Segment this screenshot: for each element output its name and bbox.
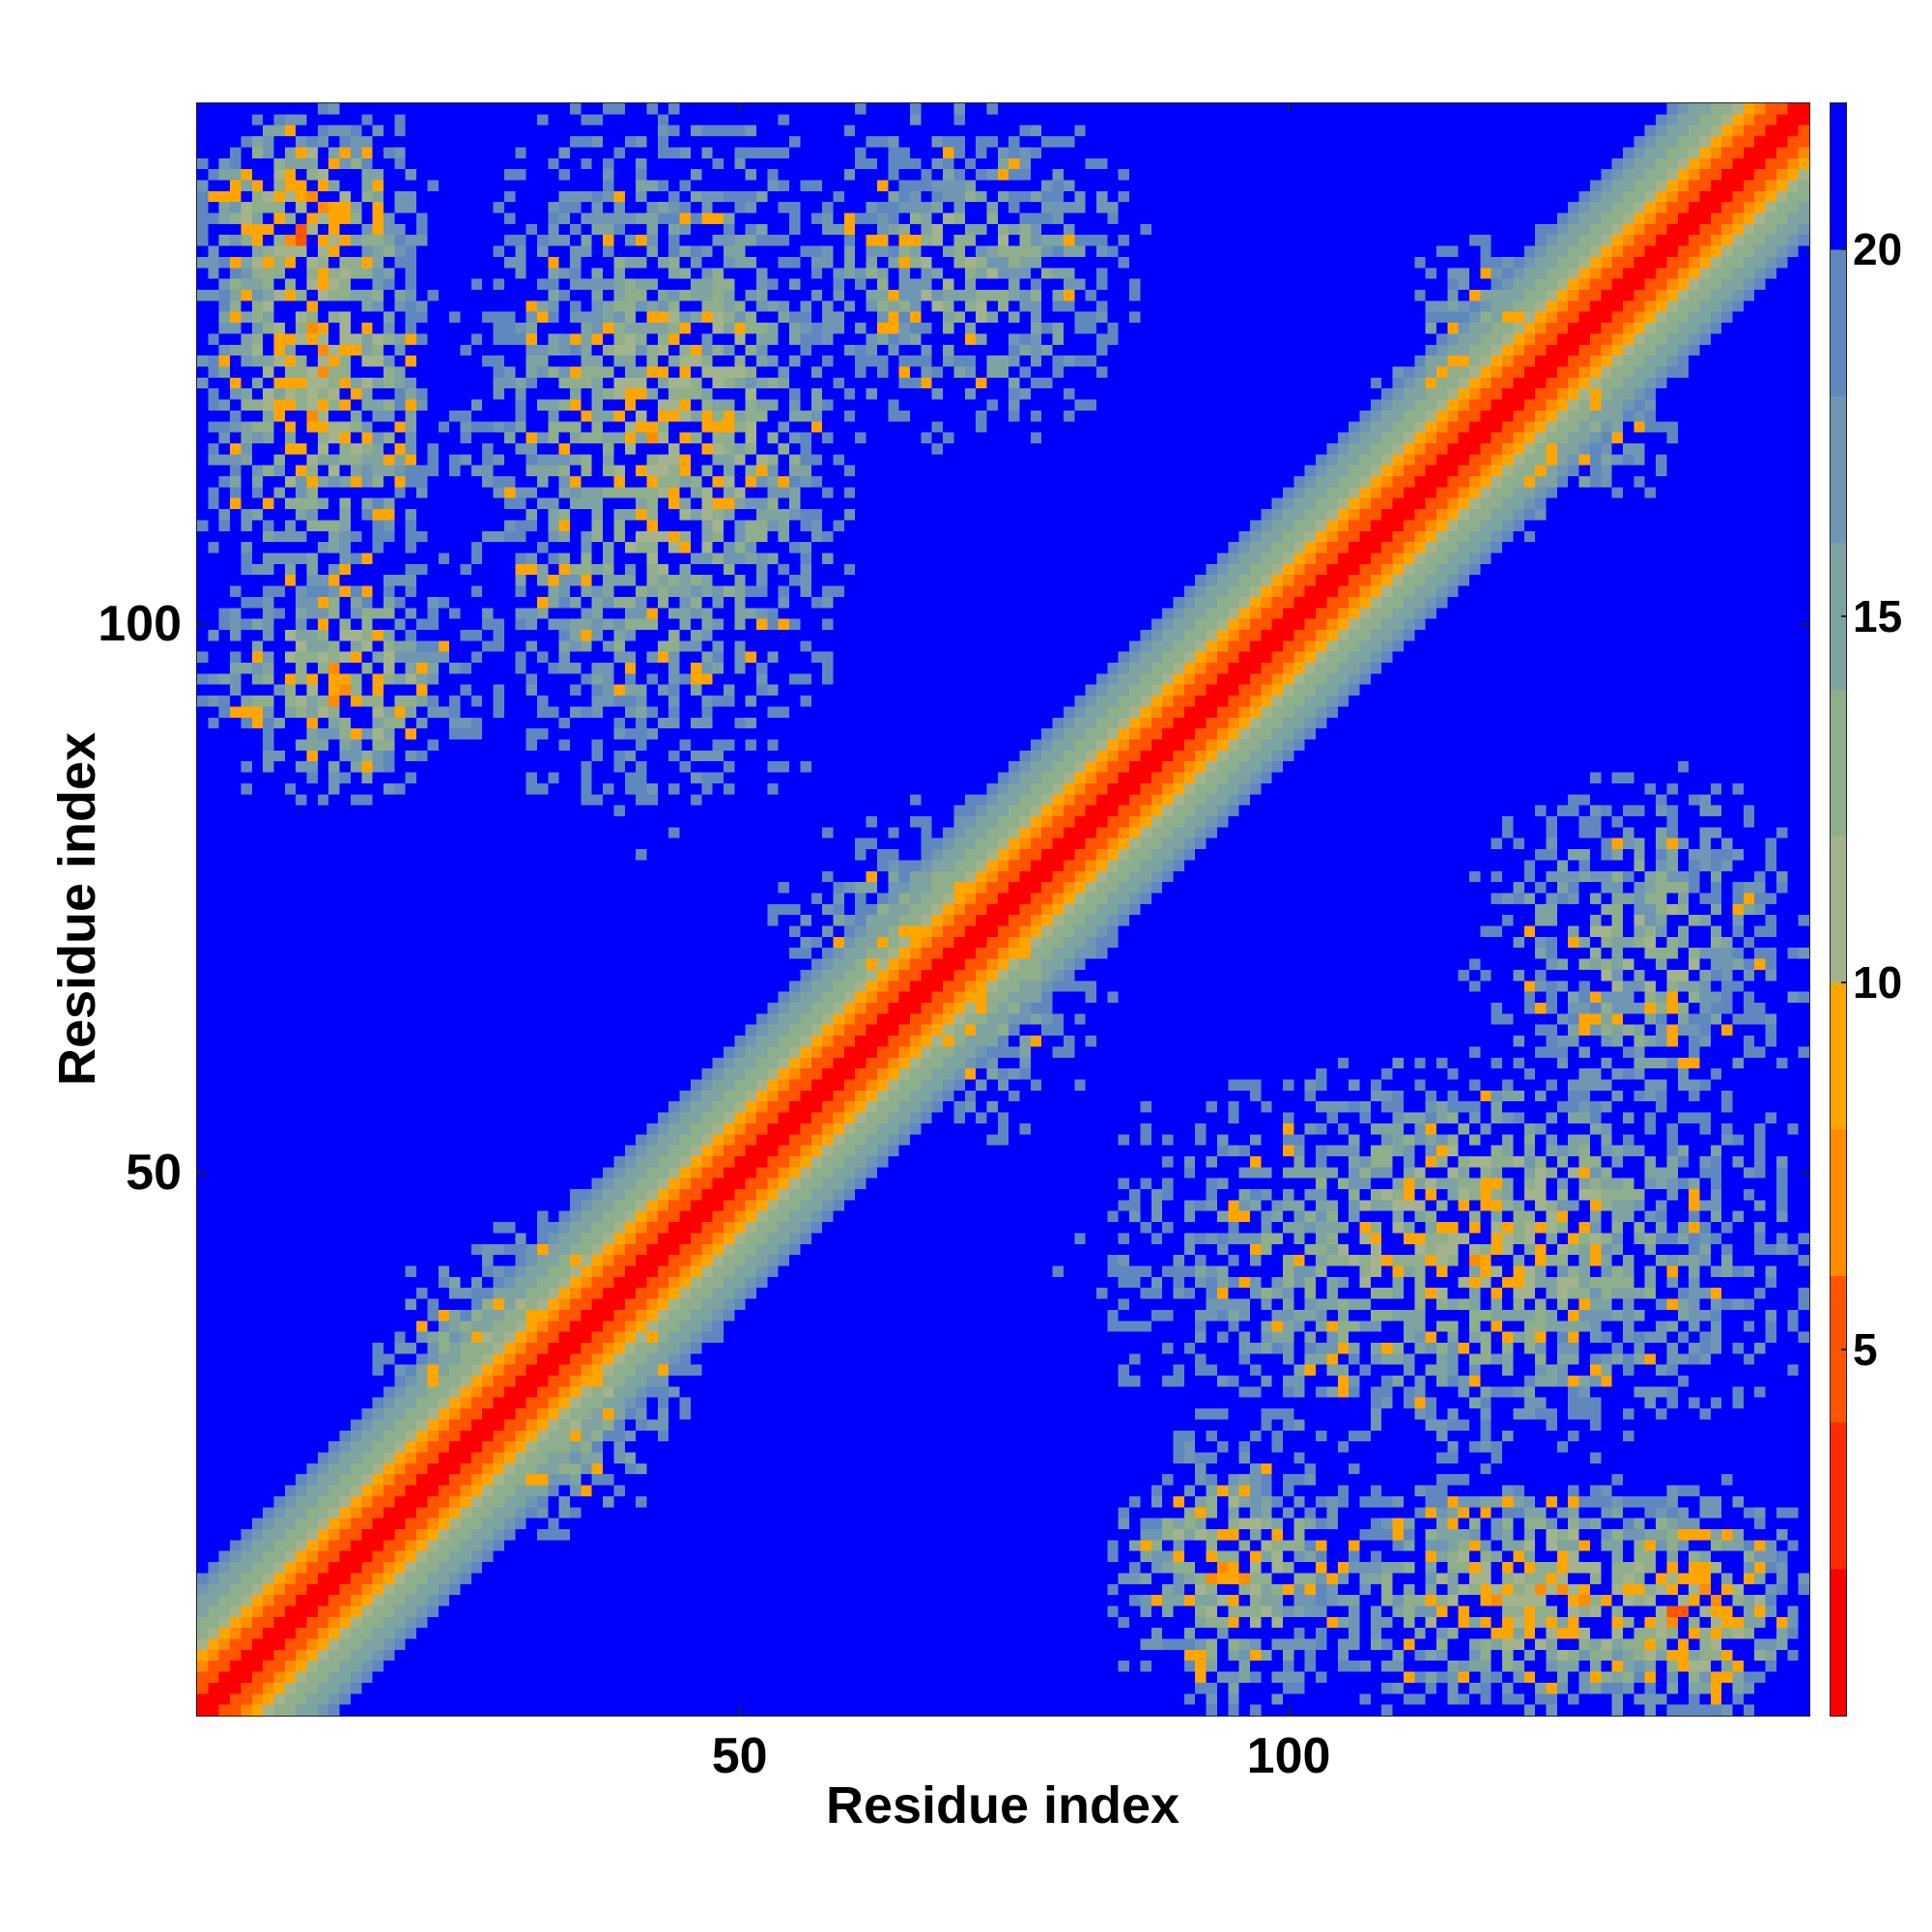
y-tick-label: 50 [126, 1145, 182, 1202]
colorbar-tick-mark [1841, 1349, 1847, 1351]
x-tick-mark [738, 1707, 741, 1717]
colorbar-tick-label: 15 [1853, 590, 1903, 641]
colorbar [1830, 102, 1847, 1717]
x-axis-label: Residue index [825, 1776, 1180, 1834]
heatmap-plot-area [196, 102, 1810, 1717]
colorbar-tick-mark [1841, 247, 1847, 250]
x-tick-mark-top [1288, 102, 1291, 112]
colorbar-tick-label: 5 [1853, 1324, 1878, 1376]
distance-heatmap [197, 103, 1809, 1716]
colorbar-tick-label: 10 [1853, 957, 1903, 1009]
x-tick-label: 50 [711, 1728, 768, 1784]
colorbar-tick-label: 20 [1853, 223, 1903, 274]
y-tick-label: 100 [98, 595, 182, 652]
y-tick-mark-right [1801, 1172, 1810, 1175]
y-tick-mark [196, 622, 206, 625]
x-tick-mark [1288, 1707, 1291, 1717]
colorbar-tick-mark [1841, 614, 1847, 617]
colorbar-tick-mark [1841, 981, 1847, 984]
x-tick-mark-top [738, 102, 741, 112]
y-tick-mark [196, 1172, 206, 1175]
y-tick-mark-right [1801, 622, 1810, 625]
x-tick-label: 100 [1246, 1728, 1331, 1784]
colorbar-gradient [1831, 103, 1846, 1716]
y-axis-label: Residue index [48, 731, 106, 1087]
